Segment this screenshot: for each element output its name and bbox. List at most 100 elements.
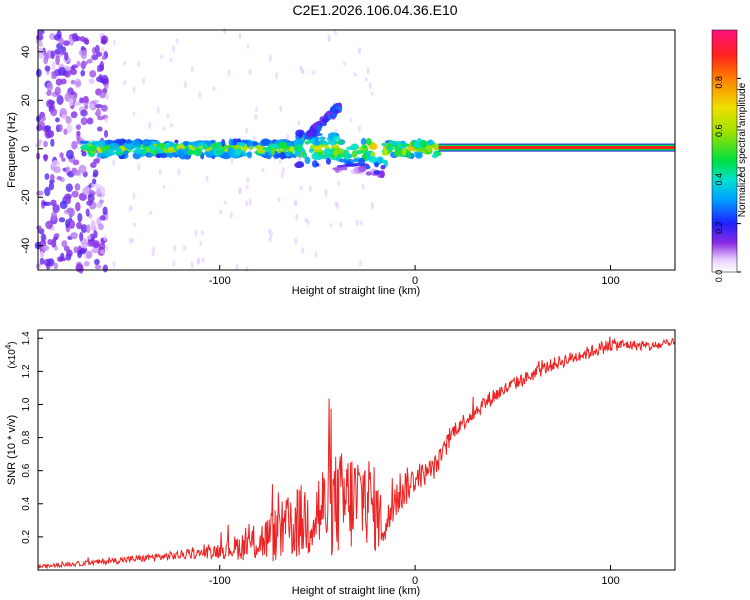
band-blob [285, 152, 290, 157]
noise-blob [353, 72, 357, 77]
noise-blob [37, 29, 45, 35]
y-tick-label: 1.0 [21, 397, 32, 411]
noise-blob [75, 202, 81, 212]
noise-blob [76, 221, 83, 230]
noise-blob [80, 69, 86, 77]
noise-blob [254, 114, 258, 120]
band-blob [317, 154, 325, 160]
noise-blob [36, 68, 42, 78]
band-blob [328, 138, 338, 146]
band-blob [279, 141, 288, 149]
noise-blob [294, 198, 298, 207]
band-blob [298, 131, 303, 139]
noise-blob [129, 237, 133, 245]
noise-blob [75, 81, 81, 87]
noise-blob [68, 217, 73, 222]
noise-blob [149, 210, 153, 216]
noise-blob [54, 48, 62, 55]
noise-blob [133, 222, 137, 228]
noise-blob [361, 183, 365, 190]
noise-blob [60, 78, 67, 85]
noise-blob [364, 77, 368, 82]
band-blob [313, 146, 322, 150]
noise-blob [219, 209, 223, 214]
band-blob [345, 146, 356, 150]
noise-blob [96, 76, 103, 83]
noise-blob [343, 61, 347, 66]
noise-blob [368, 82, 372, 90]
band-blob [97, 152, 103, 158]
band-blob [269, 144, 279, 148]
band-blob [108, 150, 116, 156]
band-blob [240, 142, 246, 147]
noise-blob [56, 30, 62, 40]
noise-blob [190, 260, 194, 269]
noise-blob [49, 173, 55, 181]
noise-blob [252, 135, 256, 141]
colorbar: 0.0 0.2 0.4 0.6 0.8 Normalized spectral ampl… [711, 29, 748, 282]
noise-blob [132, 192, 136, 200]
noise-blob [100, 249, 105, 255]
noise-blob [103, 234, 107, 242]
band-blob [420, 140, 428, 148]
noise-blob [166, 113, 170, 119]
band-blob [248, 146, 254, 150]
band-blob [373, 170, 381, 175]
noise-blob [37, 120, 46, 131]
noise-blob [94, 258, 100, 266]
noise-blob [48, 182, 55, 191]
noise-blob [39, 250, 45, 258]
noise-blob [112, 158, 116, 167]
noise-blob [101, 104, 108, 112]
noise-blob [275, 71, 279, 80]
noise-blob [281, 166, 285, 174]
noise-blob [198, 91, 202, 99]
noise-blob [162, 184, 166, 189]
band-blob [304, 156, 311, 165]
band-blob [333, 149, 339, 157]
noise-blob [40, 233, 46, 242]
noise-blob [56, 175, 63, 181]
noise-blob [229, 211, 233, 219]
noise-blob [95, 107, 101, 118]
noise-blob [101, 55, 107, 61]
noise-blob [268, 54, 272, 62]
noise-blob [58, 124, 63, 132]
noise-blob [82, 186, 90, 195]
noise-blob [51, 160, 60, 168]
band-blob [308, 148, 315, 154]
noise-blob [93, 158, 100, 164]
noise-blob [194, 229, 198, 237]
noise-blob [223, 200, 227, 205]
noise-blob [102, 264, 109, 273]
noise-blob [132, 111, 136, 116]
band-blob [127, 143, 135, 150]
noise-blob [99, 215, 106, 221]
noise-blob [96, 126, 103, 132]
noise-blob [312, 69, 316, 76]
noise-blob [246, 176, 250, 183]
spectrogram-x-ticks: -100 0 100 [209, 265, 620, 287]
noise-blob [324, 188, 328, 197]
band-blob [322, 141, 330, 146]
noise-blob [55, 117, 60, 123]
noise-blob [86, 58, 93, 64]
noise-blob [286, 134, 290, 141]
noise-blob [36, 190, 44, 196]
noise-blob [97, 115, 104, 121]
band-blob [402, 147, 407, 156]
noise-blob [78, 192, 87, 201]
noise-blob [137, 60, 141, 68]
noise-blob [306, 219, 310, 225]
band-blob [335, 153, 345, 158]
band-blob [401, 143, 410, 147]
noise-blob [59, 200, 68, 210]
noise-blob [96, 187, 101, 198]
noise-blob [246, 43, 250, 49]
noise-blob [80, 109, 88, 117]
noise-blob [333, 30, 337, 35]
noise-blob [69, 68, 78, 76]
noise-blob [46, 90, 52, 97]
band-blob [426, 147, 433, 153]
